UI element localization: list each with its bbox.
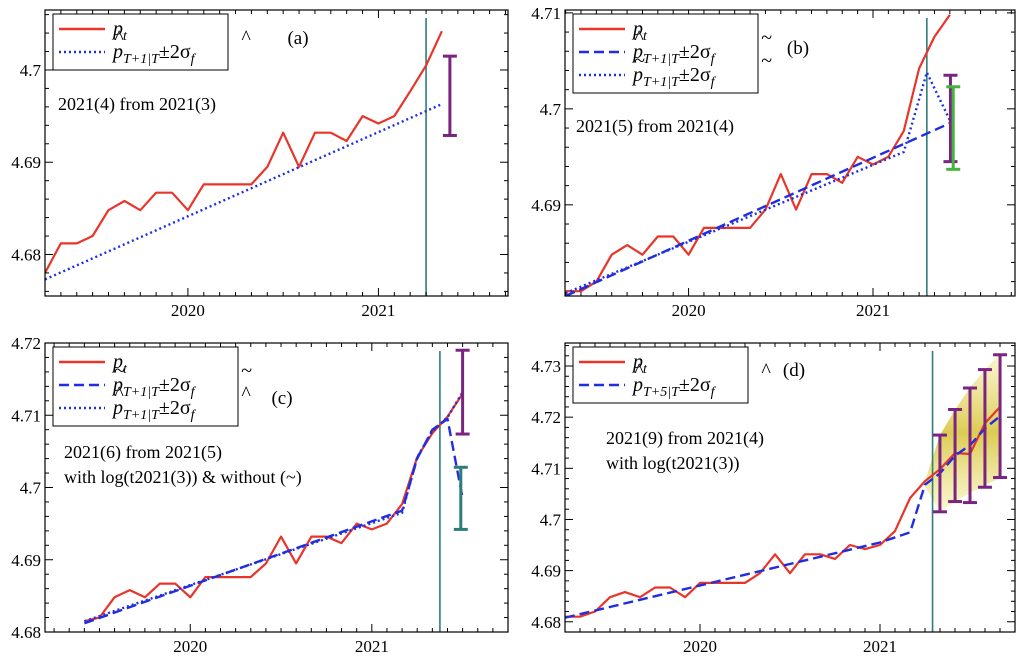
- annotation-line: 2021(6) from 2021(5): [64, 442, 222, 463]
- legend-accent: ^: [241, 383, 251, 405]
- legend-accent: ^: [634, 360, 644, 382]
- error-bar: [993, 353, 1008, 480]
- plot-area: [45, 18, 443, 296]
- series-p-t: [84, 392, 464, 623]
- legend-accent: ^: [241, 27, 251, 49]
- y-tick-label: 4.7: [540, 510, 562, 529]
- error-bar: [977, 368, 992, 489]
- x-tick-label: 2020: [672, 301, 706, 320]
- plot-area: [565, 14, 951, 296]
- annotation-line: with log(t2021(3)) & without (~): [64, 467, 302, 488]
- y-tick-label: 4.7: [20, 61, 42, 80]
- plot-frame: [564, 9, 1016, 297]
- legend-accent: ^: [114, 27, 124, 49]
- error-bar: [455, 348, 470, 436]
- y-tick-label: 4.7: [20, 479, 42, 498]
- legend-box: [572, 346, 749, 404]
- series-forecast-tilde: [565, 71, 951, 295]
- panel-label: (a): [287, 28, 308, 49]
- y-tick-label: 4.68: [11, 245, 41, 264]
- plot-area: [83, 351, 464, 632]
- legend-accent: ^: [114, 383, 124, 405]
- fan-band: [925, 353, 1001, 512]
- y-tick-label: 4.71: [11, 406, 41, 425]
- series-forecast-hat: [565, 122, 951, 296]
- error-bar: [943, 73, 958, 164]
- series-forecast: [45, 103, 443, 281]
- x-tick-label: 2020: [171, 301, 205, 320]
- y-tick-label: 4.73: [531, 357, 561, 376]
- y-tick-label: 4.69: [531, 562, 561, 581]
- x-tick-label: 2021: [863, 637, 897, 656]
- y-tick-label: 4.68: [531, 613, 561, 632]
- error-bar: [442, 54, 457, 137]
- legend-accent: ~: [634, 50, 645, 72]
- x-tick-label: 2021: [856, 301, 890, 320]
- y-tick-label: 4.69: [11, 551, 41, 570]
- y-tick-label: 4.68: [11, 623, 41, 642]
- legend-accent: ^: [634, 27, 644, 49]
- y-tick-label: 4.71: [531, 4, 561, 23]
- legend-entry: pt: [111, 18, 128, 44]
- error-bar: [453, 465, 468, 531]
- legend-entry: pt: [631, 18, 648, 44]
- legend-entry: pT+1|T±2σf: [111, 374, 197, 400]
- panel-d: 4.68 4.69 4.7 4.71 4.72 4.73 2020 2021 ptpT+5|T±…: [531, 342, 1016, 656]
- y-tick-label: 4.69: [11, 153, 41, 172]
- legend-accent: ~: [241, 360, 252, 382]
- legend-box: [52, 13, 229, 71]
- legend-entry: pT+5|T±2σf: [631, 374, 717, 400]
- legend-accent: ~: [114, 360, 125, 382]
- legend-accent: ^: [761, 360, 771, 382]
- error-bar: [946, 85, 961, 171]
- y-tick-label: 4.72: [531, 408, 561, 427]
- x-tick-label: 2021: [355, 637, 389, 656]
- legend-entry: pt: [631, 351, 648, 377]
- legend-accent: ~: [761, 50, 772, 72]
- series-p-t: [45, 30, 443, 274]
- x-tick-label: 2020: [683, 637, 717, 656]
- legend-entry: pT+1|T±2σf: [631, 64, 717, 90]
- annotation-line: 2021(5) from 2021(4): [576, 116, 734, 137]
- annotation-line: 2021(4) from 2021(3): [58, 94, 216, 115]
- error-bar: [963, 386, 977, 505]
- panel-label: (c): [271, 388, 292, 409]
- legend-box: [572, 13, 759, 94]
- error-bar: [948, 407, 963, 504]
- legend-entry: pT+1|T±2σf: [111, 397, 197, 423]
- legend-entry: pT+1|T±2σf: [631, 41, 717, 67]
- legend-box: [52, 346, 239, 427]
- panel-label: (b): [787, 38, 809, 59]
- x-tick-label: 2020: [173, 637, 207, 656]
- annotation-line: with log(t2021(3)): [606, 453, 739, 474]
- legend-accent: ~: [761, 27, 772, 49]
- x-tick-label: 2021: [361, 301, 395, 320]
- y-tick-label: 4.71: [531, 459, 561, 478]
- series-forecast-tilde: [83, 417, 464, 625]
- y-tick-label: 4.69: [531, 196, 561, 215]
- annotation-line: 2021(9) from 2021(4): [606, 428, 764, 449]
- series-p-t: [565, 406, 1001, 618]
- plot-frame: [44, 9, 509, 297]
- y-tick-label: 4.72: [11, 334, 41, 353]
- legend-entry: pt: [111, 351, 128, 377]
- plot-area: [565, 351, 1001, 632]
- y-tick-label: 4.7: [540, 100, 562, 119]
- series-p-t: [565, 14, 951, 293]
- legend-entry: pT+1|T±2σf: [111, 41, 197, 67]
- error-bar: [932, 433, 947, 514]
- panel-label: (d): [783, 360, 805, 381]
